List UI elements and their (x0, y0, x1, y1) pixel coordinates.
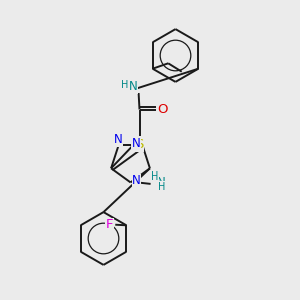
Text: O: O (157, 103, 168, 116)
Text: N: N (157, 176, 166, 189)
Text: S: S (135, 138, 144, 151)
Text: N: N (129, 80, 138, 94)
Text: N: N (132, 174, 141, 188)
Text: N: N (113, 133, 122, 146)
Text: F: F (106, 218, 114, 231)
Text: N: N (131, 136, 140, 150)
Text: H: H (151, 171, 158, 182)
Text: H: H (152, 172, 159, 182)
Text: H: H (158, 182, 165, 192)
Text: H: H (122, 80, 129, 90)
